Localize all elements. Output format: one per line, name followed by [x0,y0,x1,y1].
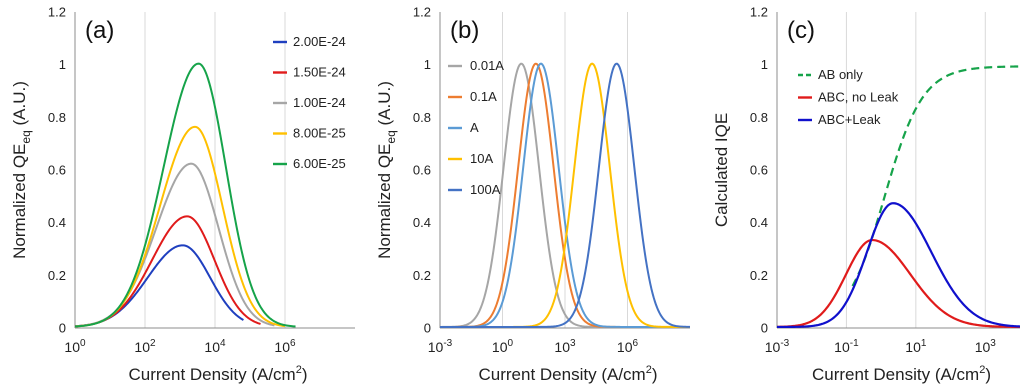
panel-label: (c) [787,17,815,44]
x-tick-label: 104 [204,338,226,355]
legend-label: ABC, no Leak [818,90,899,105]
x-axis-label: Current Density (A/cm2) [812,364,991,384]
x-axis-label: Current Density (A/cm2) [129,364,308,384]
series-line-2-00e-24 [75,244,244,328]
y-tick-label: 0.2 [750,268,768,283]
y-tick-label: 1.2 [413,5,431,20]
x-tick-label: 106 [617,338,639,355]
panel-label: (b) [450,17,479,44]
y-tick-label: 0.2 [48,268,66,283]
y-tick-label: 1 [761,57,768,72]
y-tick-label: 0.6 [413,163,431,178]
legend-label: 0.01A [470,58,504,73]
y-tick-label: 0 [761,321,768,336]
y-tick-label: 0.4 [413,215,431,230]
legend-label: 10A [470,151,493,166]
y-tick-label: 0.4 [750,215,768,230]
y-axis-label: Normalized QEeq (A.U.) [375,81,398,259]
y-tick-label: 1.2 [48,5,66,20]
chart-panel-b: 0 0.2 0.4 0.6 0.8 1 1.2 10-3 100 103 106 Current De… [375,5,690,384]
legend-label: 6.00E-25 [293,156,346,171]
legend-label: ABC+Leak [818,112,881,127]
series-line-ab-only [851,65,1020,287]
y-tick-label: 1 [424,57,431,72]
series-line-6-00e-25 [75,62,296,328]
legend-label: 2.00E-24 [293,34,346,49]
x-tick-label: 100 [64,338,86,355]
legend-label: 1.00E-24 [293,95,346,110]
y-tick-label: 0 [59,321,66,336]
series-line-8-00e-25 [75,125,286,328]
x-tick-label: 103 [554,338,576,355]
x-tick-label: 10-1 [834,338,859,355]
y-axis-label: Normalized QEeq (A.U.) [10,81,33,259]
x-tick-label: 100 [492,338,514,355]
y-axis-label: Calculated IQE [712,113,731,227]
y-tick-label: 0.6 [750,163,768,178]
y-tick-label: 0 [424,321,431,336]
legend-label: 100A [470,182,501,197]
series-line-100a [440,62,690,328]
chart-panel-c: 0 0.2 0.4 0.6 0.8 1 1.2 10-3 10-1 101 103 Current D… [712,5,1020,384]
legend-label: AB only [818,67,863,82]
y-tick-label: 0.8 [413,110,431,125]
x-tick-label: 10-3 [428,338,453,355]
series-line-abc-leak [777,202,1020,328]
legend-label: 0.1A [470,89,497,104]
y-tick-label: 0.6 [48,163,66,178]
y-tick-label: 0.8 [48,110,66,125]
panel-label: (a) [85,17,114,44]
x-tick-label: 103 [975,338,997,355]
legend-label: 8.00E-25 [293,126,346,141]
series-line-1-00e-24 [75,162,275,328]
y-tick-label: 1.2 [750,5,768,20]
chart-panel-a: 0 0.2 0.4 0.6 0.8 1 1.2 100 102 104 106 Current Den… [10,5,355,384]
y-tick-label: 0.4 [48,215,66,230]
y-tick-label: 1 [59,57,66,72]
y-tick-label: 0.2 [413,268,431,283]
series-line-1-50e-24 [75,215,261,328]
x-tick-label: 106 [274,338,296,355]
legend-label: 1.50E-24 [293,65,346,80]
y-tick-label: 0.8 [750,110,768,125]
legend-label: A [470,120,479,135]
x-tick-label: 101 [905,338,927,355]
x-tick-label: 10-3 [765,338,790,355]
x-axis-label: Current Density (A/cm2) [479,364,658,384]
x-tick-label: 102 [134,338,156,355]
series-line-abc-no-leak [777,238,1020,328]
